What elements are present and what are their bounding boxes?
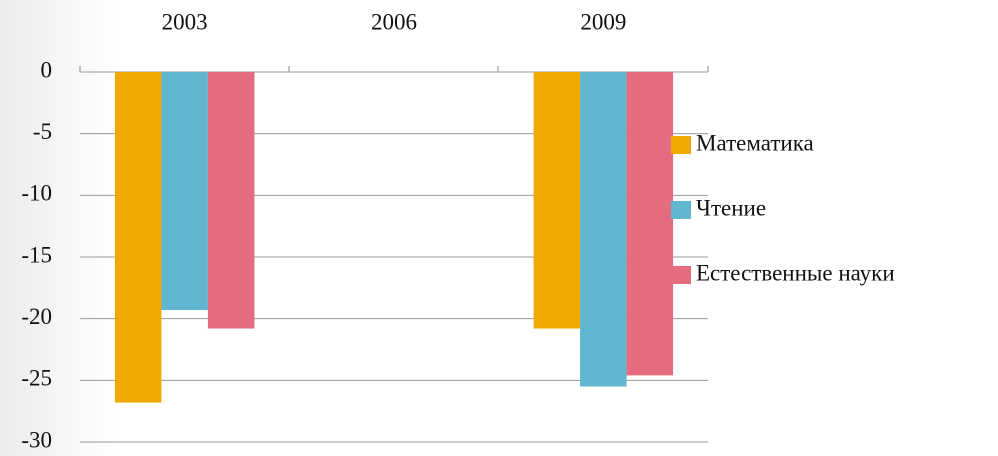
y-tick-label: -30 — [21, 427, 52, 452]
bar — [207, 72, 255, 329]
y-tick-label: -25 — [21, 366, 52, 391]
y-tick-label: -20 — [21, 304, 52, 329]
bar — [114, 72, 162, 403]
bar — [626, 72, 674, 376]
bar — [161, 72, 208, 311]
legend-swatch — [671, 201, 691, 219]
x-tick-label: 2006 — [371, 9, 417, 34]
y-tick-label: -10 — [21, 181, 52, 206]
y-tick-label: -5 — [33, 119, 52, 144]
y-tick-label: 0 — [41, 57, 53, 82]
x-tick-label: 2009 — [580, 9, 626, 34]
bar — [580, 72, 627, 387]
category-ticks — [79, 66, 709, 72]
bar — [533, 72, 581, 329]
legend-label: Математика — [696, 130, 814, 155]
x-tick-label: 2003 — [162, 9, 208, 34]
legend-label: Естественные науки — [696, 260, 895, 285]
legend-label: Чтение — [696, 195, 766, 220]
legend-swatch — [671, 266, 691, 284]
y-tick-label: -15 — [21, 242, 52, 267]
legend-swatch — [671, 136, 691, 154]
